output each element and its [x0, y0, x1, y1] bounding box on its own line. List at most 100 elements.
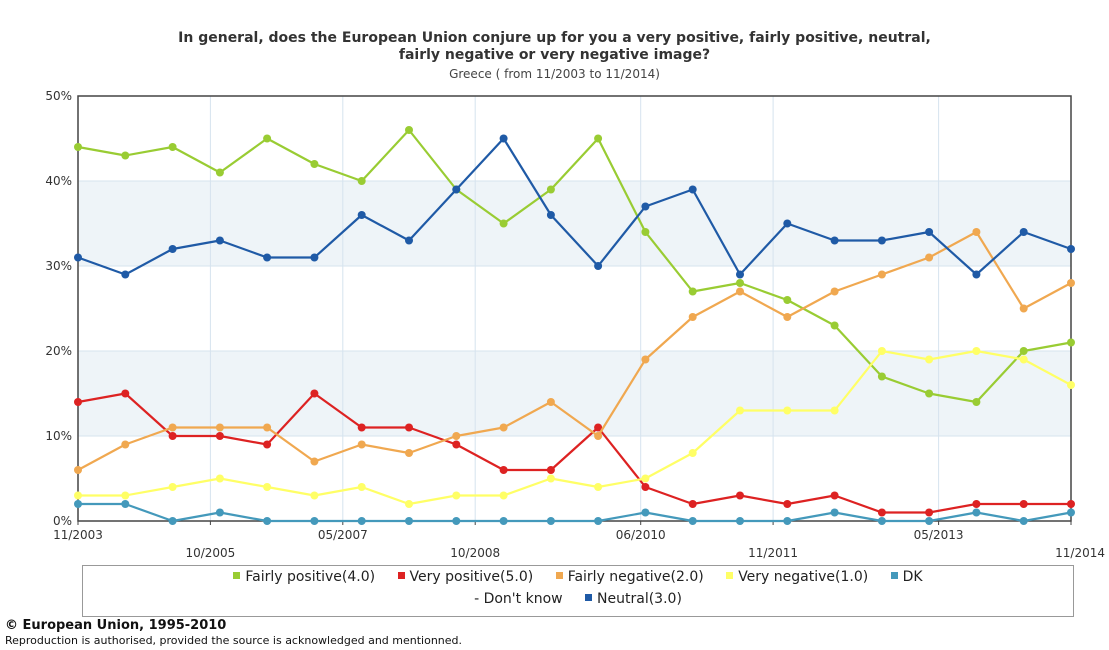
data-point: [357, 423, 366, 432]
data-point: [641, 474, 650, 483]
data-point: [499, 491, 508, 500]
chart-title-line-2: fairly negative or very negative image?: [398, 47, 711, 63]
data-point: [877, 347, 886, 355]
data-point: [310, 253, 319, 262]
data-point: [310, 160, 319, 168]
data-point: [736, 406, 744, 415]
data-point: [1019, 347, 1028, 355]
data-point: [452, 517, 461, 525]
legend-label: Very negative(1.0): [738, 569, 869, 585]
legend-swatch: [726, 572, 734, 579]
data-point: [1019, 228, 1028, 236]
data-point: [594, 134, 603, 143]
data-point: [452, 440, 461, 449]
data-point: [594, 483, 603, 491]
data-point: [499, 466, 508, 474]
copyright-notice: © European Union, 1995-2010: [5, 618, 227, 633]
series-line: [78, 502, 1072, 523]
legend-swatch: [890, 572, 898, 579]
data-point: [121, 491, 130, 500]
data-point: [215, 474, 224, 483]
data-point: [546, 185, 555, 194]
data-point: [1067, 279, 1075, 287]
data-point: [357, 177, 366, 185]
data-point: [783, 406, 792, 415]
data-point: [830, 236, 839, 245]
data-point: [1067, 381, 1075, 389]
legend-item-very-positive[interactable]: Very positive(5.0): [397, 569, 534, 585]
data-point: [215, 423, 224, 432]
data-point: [405, 449, 413, 457]
x-tick-label: 11/2003: [53, 528, 103, 542]
reproduction-notice: Reproduction is authorised, provided the…: [5, 634, 463, 647]
chart-title: In general, does the European Union conj…: [0, 30, 1109, 64]
data-point: [499, 134, 508, 143]
x-tick-label: 11/2011: [748, 546, 798, 560]
data-point: [357, 211, 366, 219]
data-point: [499, 423, 508, 432]
data-point: [499, 517, 508, 525]
data-point: [168, 432, 177, 440]
data-point: [972, 270, 981, 279]
data-point: [688, 185, 697, 194]
legend-item-dk[interactable]: DK: [890, 569, 923, 585]
data-point: [830, 321, 839, 330]
data-point: [688, 313, 697, 321]
legend-label: Very positive(5.0): [409, 569, 534, 585]
data-point: [925, 355, 934, 364]
data-point: [830, 508, 839, 517]
data-point: [310, 389, 319, 398]
data-point: [263, 423, 272, 432]
data-point: [925, 228, 934, 236]
legend-item-fairly-positive[interactable]: Fairly positive(4.0): [233, 569, 375, 585]
data-point: [688, 500, 697, 508]
data-point: [121, 270, 130, 279]
data-point: [310, 491, 319, 500]
data-point: [1067, 500, 1075, 508]
data-point: [877, 508, 886, 517]
data-point: [1019, 355, 1028, 364]
x-tick-label: 11/2014: [1055, 546, 1105, 560]
data-point: [405, 126, 413, 134]
data-point: [263, 483, 272, 491]
data-point: [405, 500, 413, 508]
chart-subtitle: Greece ( from 11/2003 to 11/2014): [449, 67, 660, 81]
data-point: [215, 508, 224, 517]
data-point: [215, 168, 224, 177]
data-point: [168, 245, 177, 253]
data-point: [688, 287, 697, 296]
chart-legend: Fairly positive(4.0) Very positive(5.0) …: [82, 565, 1074, 617]
data-point: [594, 262, 603, 270]
data-point: [357, 517, 366, 525]
data-point: [925, 517, 934, 525]
chart-title-line-1: In general, does the European Union conj…: [178, 30, 931, 46]
legend-label: - Don't know: [474, 591, 563, 607]
x-tick-label: 10/2008: [450, 546, 500, 560]
legend-item-fairly-negative[interactable]: Fairly negative(2.0): [555, 569, 704, 585]
data-point: [1067, 508, 1075, 517]
data-point: [405, 423, 413, 432]
data-point: [594, 432, 603, 440]
data-point: [310, 517, 319, 525]
legend-row-1: Fairly positive(4.0) Very positive(5.0) …: [83, 569, 1073, 585]
data-point: [783, 219, 792, 228]
data-point: [546, 517, 555, 525]
data-point: [736, 517, 744, 525]
data-point: [594, 423, 603, 432]
data-point: [830, 491, 839, 500]
data-point: [830, 406, 839, 415]
legend-swatch: [397, 572, 405, 579]
data-point: [1067, 245, 1075, 253]
data-point: [783, 313, 792, 321]
data-point: [688, 517, 697, 525]
legend-item-neutral[interactable]: Neutral(3.0): [585, 591, 682, 607]
series-line: [77, 137, 1072, 276]
data-point: [74, 491, 82, 500]
data-point: [925, 253, 934, 262]
x-tick-label: 05/2013: [914, 528, 964, 542]
data-point: [168, 143, 177, 151]
data-point: [972, 508, 981, 517]
data-point: [736, 279, 744, 287]
data-point: [641, 355, 650, 364]
legend-item-very-negative[interactable]: Very negative(1.0): [726, 569, 868, 585]
